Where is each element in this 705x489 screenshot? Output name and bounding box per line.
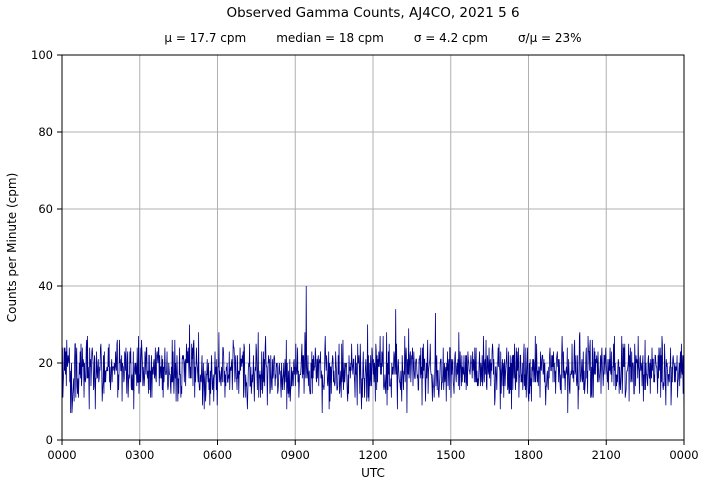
x-tick-label: 1800 bbox=[514, 448, 543, 462]
x-tick-label: 1200 bbox=[358, 448, 387, 462]
stat-sigma-over-mu: σ/μ = 23% bbox=[517, 31, 582, 45]
y-tick-label: 100 bbox=[31, 48, 53, 62]
x-tick-label: 0900 bbox=[281, 448, 310, 462]
y-tick-label: 80 bbox=[38, 125, 53, 139]
y-tick-label: 0 bbox=[46, 433, 53, 447]
chart-title: Observed Gamma Counts, AJ4CO, 2021 5 6 bbox=[226, 5, 520, 21]
y-tick-label: 60 bbox=[38, 202, 53, 216]
stat-sigma: σ = 4.2 cpm bbox=[413, 31, 488, 45]
x-tick-label: 0000 bbox=[47, 448, 76, 462]
x-tick-label: 0300 bbox=[125, 448, 154, 462]
stat-median: median = 18 cpm bbox=[276, 31, 384, 45]
x-tick-label: 1500 bbox=[436, 448, 465, 462]
chart-subtitle: μ = 17.7 cpm median = 18 cpm σ = 4.2 cpm… bbox=[62, 31, 684, 45]
y-axis-label: Counts per Minute (cpm) bbox=[5, 173, 19, 323]
x-tick-label: 0000 bbox=[669, 448, 698, 462]
gamma-counts-series bbox=[61, 285, 685, 425]
x-tick-label: 2100 bbox=[592, 448, 621, 462]
x-axis-label: UTC bbox=[361, 466, 385, 480]
y-tick-label: 40 bbox=[38, 279, 53, 293]
y-tick-label: 20 bbox=[38, 356, 53, 370]
stat-mean: μ = 17.7 cpm bbox=[164, 31, 247, 45]
x-tick-label: 0600 bbox=[203, 448, 232, 462]
